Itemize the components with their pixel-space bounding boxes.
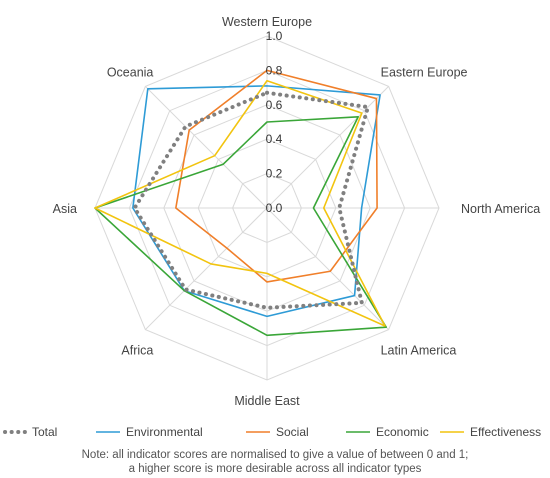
category-label-oceania: Oceania [107,65,154,79]
series-economic-line [94,115,387,337]
legend-label-effectiveness: Effectiveness [470,425,541,439]
series-environmental-line [132,85,381,318]
category-label-latin-america: Latin America [381,344,457,358]
legend-item-social: Social [246,425,309,439]
tick-label-0: 0.0 [266,201,283,215]
category-label-north-america: North America [461,202,540,216]
series-effectiveness-line [94,79,386,327]
legend: Total Environmental Social Economic Effectiv… [3,425,541,439]
chart-note: Note: all indicator scores are normalise… [82,449,469,475]
category-label-eastern-europe: Eastern Europe [381,65,468,79]
spoke-7 [145,86,268,209]
spoke-5 [145,207,268,330]
tick-label-3: 0.6 [266,98,283,112]
radial-tick-labels: 0.0 0.2 0.4 0.6 0.8 1.0 [266,29,283,215]
series-total-line [132,90,370,310]
radar-series [94,69,387,337]
note-line-1: Note: all indicator scores are normalise… [82,449,469,461]
series-social-line [175,69,378,283]
category-label-middle-east: Middle East [234,394,300,408]
tick-label-2: 0.4 [266,132,283,146]
spoke-1 [266,86,389,209]
category-label-africa: Africa [121,344,153,358]
spoke-3 [266,207,389,330]
legend-item-economic: Economic [346,425,429,439]
category-label-asia: Asia [53,202,77,216]
legend-label-economic: Economic [376,425,429,439]
note-line-2: a higher score is more desirable across … [129,463,422,475]
category-axis-labels: Western Europe Eastern Europe North Americ… [53,15,541,408]
legend-label-social: Social [276,425,309,439]
tick-label-1: 0.2 [266,167,283,181]
category-label-western-europe: Western Europe [222,15,312,29]
legend-item-total: Total [3,425,57,439]
tick-label-5: 1.0 [266,29,283,43]
legend-item-environmental: Environmental [96,425,203,439]
tick-label-4: 0.8 [266,63,283,77]
legend-item-effectiveness: Effectiveness [440,425,541,439]
legend-label-environmental: Environmental [126,425,203,439]
legend-label-total: Total [32,425,57,439]
